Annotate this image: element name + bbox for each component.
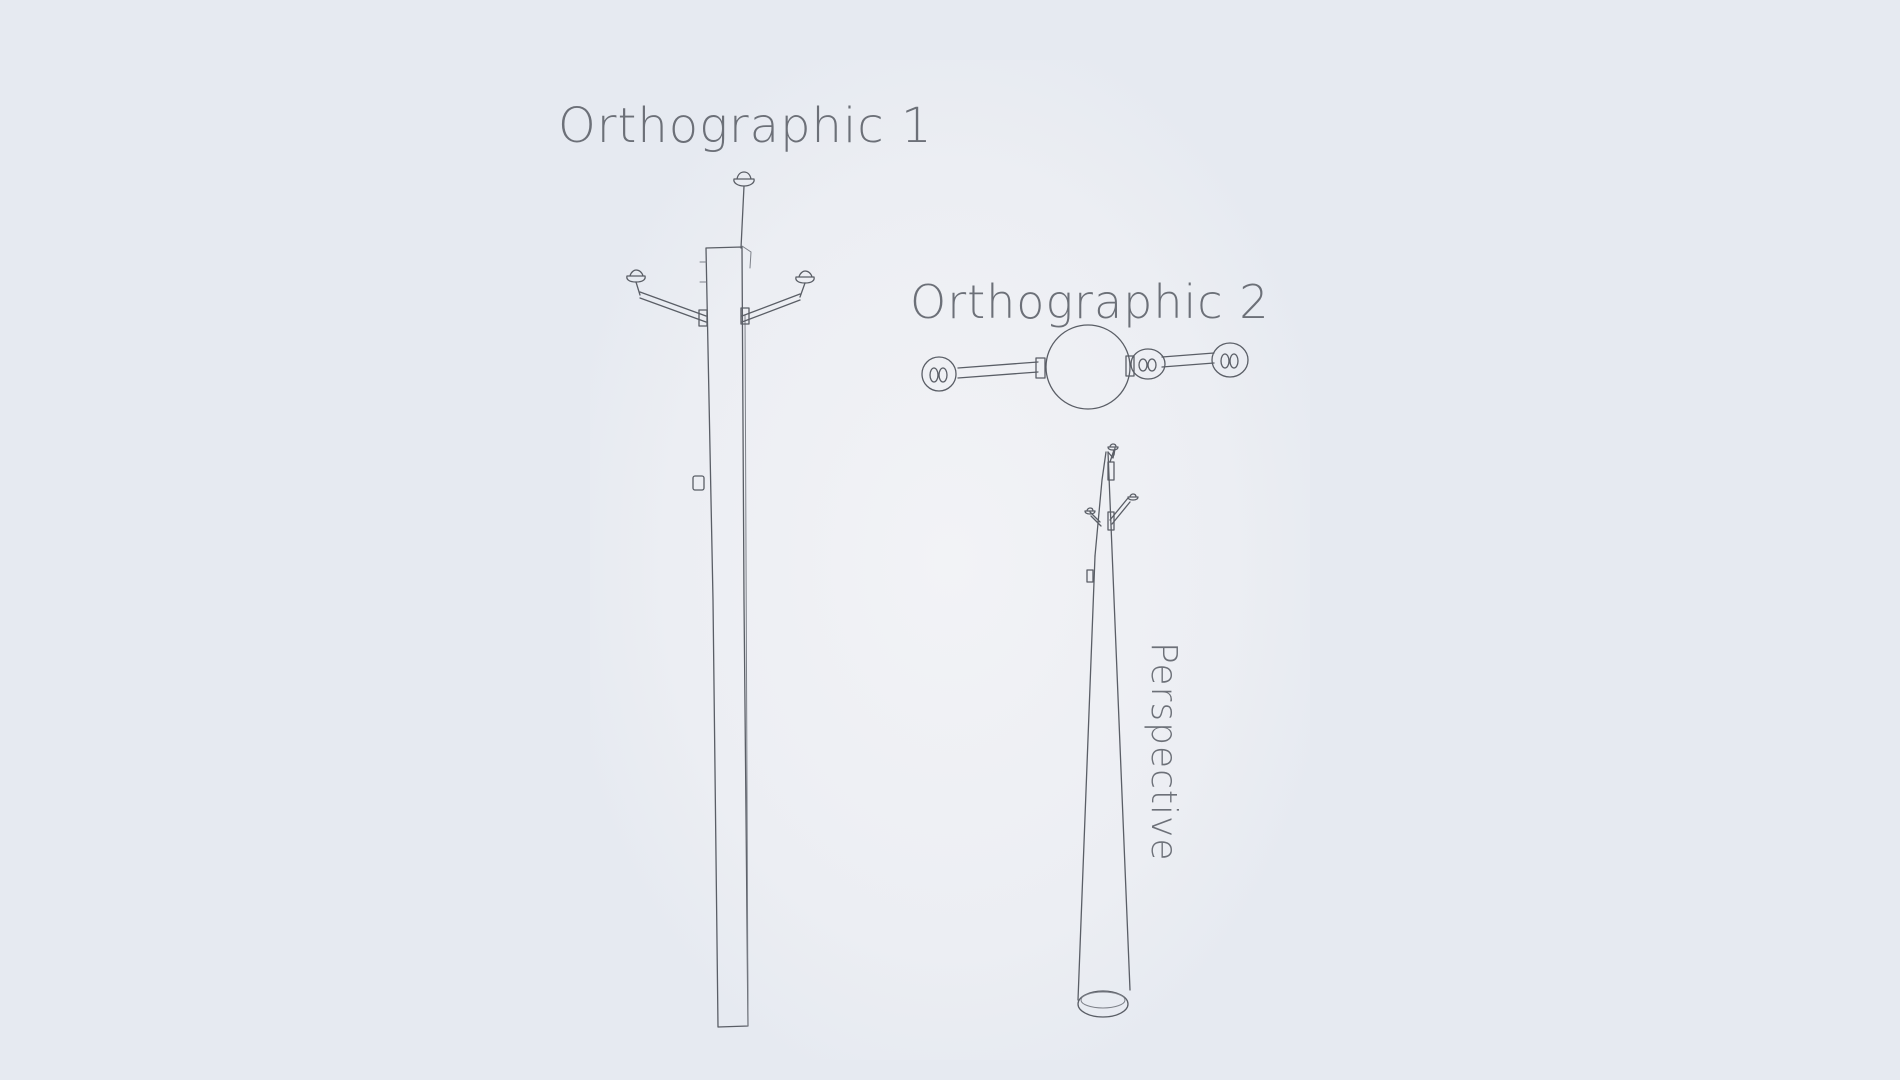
pole-shaft [705, 246, 749, 1028]
pole-perspective-view [1077, 443, 1139, 1018]
left-crossarm [635, 281, 707, 323]
pole-tag [692, 475, 705, 491]
left-insulator [626, 269, 646, 283]
perspective-top-insulator [1107, 443, 1119, 451]
right-insulator [795, 270, 815, 284]
perspective-shaft [1077, 451, 1131, 1001]
perspective-base [1077, 990, 1129, 1018]
perspective-tag [1086, 569, 1094, 583]
top-right-insulator-1 [1130, 348, 1166, 380]
pole-front-view [626, 171, 815, 1028]
perspective-right-arm [1109, 497, 1131, 525]
label-orthographic-1: Orthographic 1 [558, 98, 933, 154]
top-left-arm [957, 361, 1039, 379]
label-orthographic-2: Orthographic 2 [910, 275, 1269, 329]
top-left-insulator [921, 356, 957, 392]
top-right-arm [1161, 352, 1215, 368]
top-right-insulator-2 [1211, 342, 1249, 378]
label-perspective: Perspective [1143, 642, 1184, 862]
pole-top-circle [1045, 324, 1131, 410]
right-crossarm [741, 282, 806, 323]
top-insulator [733, 171, 755, 249]
paper-sheet [590, 60, 1310, 1060]
pole-top-view [921, 324, 1249, 410]
